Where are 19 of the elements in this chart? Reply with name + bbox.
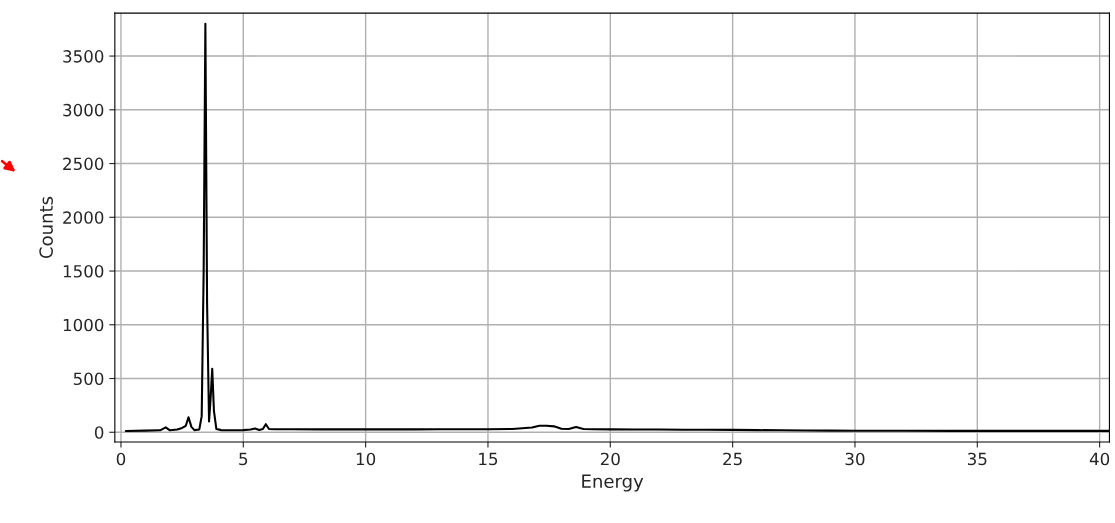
y-axis-title: Counts <box>39 196 53 258</box>
x-tick-label: 35 <box>967 452 987 466</box>
y-tick-label: 2000 <box>63 211 104 224</box>
y-tick-label: 500 <box>73 372 104 386</box>
x-tick-label: 25 <box>723 452 742 466</box>
x-tick-label: 0 <box>116 452 126 466</box>
x-axis-title: Energy <box>582 474 644 492</box>
x-tick-label: 15 <box>479 452 498 466</box>
x-tick-label: 5 <box>239 452 248 466</box>
y-tick-label: 3000 <box>63 103 104 117</box>
x-tick-label: 40 <box>1089 452 1110 466</box>
y-tick-label: 3500 <box>63 50 104 63</box>
y-tick-label: 1500 <box>63 265 104 278</box>
y-tick-label: 0 <box>94 426 104 439</box>
x-tick-label: 20 <box>600 452 620 466</box>
x-tick-label: 10 <box>356 452 376 466</box>
x-tick-label: 30 <box>845 452 865 466</box>
y-tick-label: 1000 <box>63 318 104 332</box>
y-tick-label: 2500 <box>63 157 104 171</box>
